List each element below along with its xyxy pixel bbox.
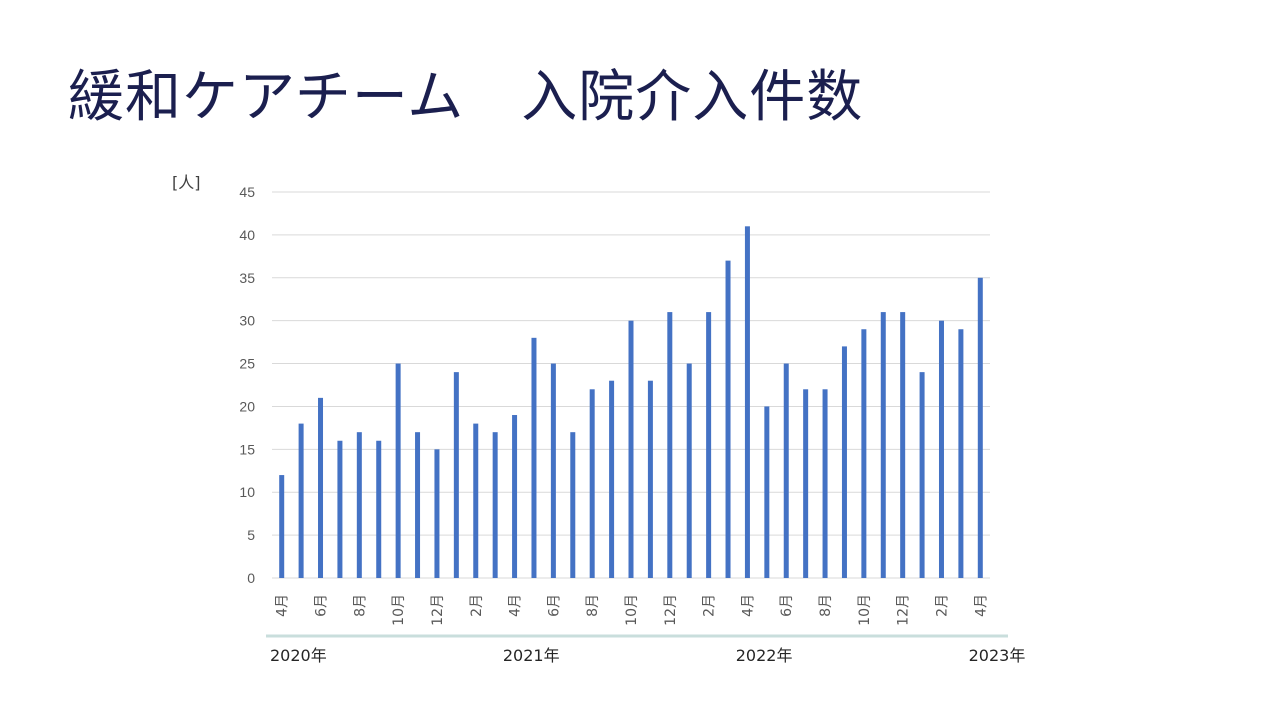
x-tick-label: 12月 (896, 594, 912, 626)
slide-title: 緩和ケアチーム 入院介入件数 (68, 65, 864, 130)
bar (570, 432, 576, 578)
bar (822, 389, 828, 578)
bar (473, 423, 479, 578)
x-tick-label: 10月 (624, 594, 640, 626)
x-tick-label: 8月 (585, 594, 601, 617)
x-tick-label: 6月 (546, 594, 562, 617)
bar (531, 337, 537, 578)
x-tick-label: 4月 (740, 594, 756, 617)
bar (609, 380, 615, 578)
bar (337, 440, 343, 578)
bar (861, 329, 867, 578)
x-tick-label: 6月 (779, 594, 795, 617)
bar (667, 312, 673, 578)
bar (589, 389, 595, 578)
x-axis: 4月 6月 8月 10月 12月 2月 4月 6月 8月 10月 12月 2月 4月 6月 8月 10月 12月… (275, 594, 990, 626)
y-tick-label: 25 (239, 356, 255, 372)
y-axis: 0 5 10 15 20 25 30 35 40 45 (239, 184, 255, 586)
y-tick-label: 20 (239, 398, 255, 414)
x-tick-label: 2月 (469, 594, 485, 617)
bar (919, 372, 925, 578)
bar (725, 260, 731, 578)
y-tick-label: 40 (239, 227, 255, 243)
y-tick-label: 15 (239, 441, 255, 457)
y-tick-label: 30 (239, 313, 255, 329)
y-tick-label: 45 (239, 184, 255, 200)
bar (764, 406, 770, 578)
x-tick-label: 2月 (702, 594, 718, 617)
bar (841, 346, 847, 578)
bar (744, 226, 750, 579)
bar (938, 320, 944, 578)
year-label: 2022年 (736, 646, 793, 665)
bar (453, 372, 459, 578)
bar (880, 312, 886, 578)
bar (415, 432, 421, 578)
bar (706, 312, 712, 578)
bar (376, 440, 382, 578)
x-tick-label: 8月 (818, 594, 834, 617)
x-tick-label: 4月 (973, 594, 989, 617)
bar (298, 423, 304, 578)
y-tick-label: 10 (239, 484, 255, 500)
unit-label: [人] (172, 173, 201, 192)
bar (900, 312, 906, 578)
bar (356, 432, 362, 578)
bar (279, 475, 285, 578)
y-tick-label: 0 (247, 570, 255, 586)
year-label: 2023年 (969, 646, 1026, 665)
bar (977, 277, 983, 578)
x-tick-label: 10月 (857, 594, 873, 626)
x-tick-label: 12月 (430, 594, 446, 626)
x-tick-label: 8月 (352, 594, 368, 617)
year-label: 2020年 (270, 646, 327, 665)
bar (550, 363, 556, 578)
x-tick-label: 4月 (508, 594, 524, 617)
bar (492, 432, 498, 578)
bar (686, 363, 692, 578)
y-tick-label: 5 (247, 527, 255, 543)
bar (958, 329, 964, 578)
bar (512, 415, 518, 578)
y-tick-label: 35 (239, 270, 255, 286)
x-tick-label: 10月 (391, 594, 407, 626)
bar (783, 363, 789, 578)
x-tick-label: 6月 (314, 594, 330, 617)
x-tick-label: 4月 (275, 594, 291, 617)
bar (628, 320, 634, 578)
bar (803, 389, 809, 578)
bar (318, 397, 324, 578)
chart-bars (279, 226, 983, 579)
x-tick-label: 12月 (663, 594, 679, 626)
bar (395, 363, 401, 578)
bar (647, 380, 653, 578)
x-tick-label: 2月 (934, 594, 950, 617)
bar (434, 449, 440, 578)
year-label: 2021年 (503, 646, 560, 665)
year-groups: 2020年 2021年 2022年 2023年 (266, 634, 1026, 665)
